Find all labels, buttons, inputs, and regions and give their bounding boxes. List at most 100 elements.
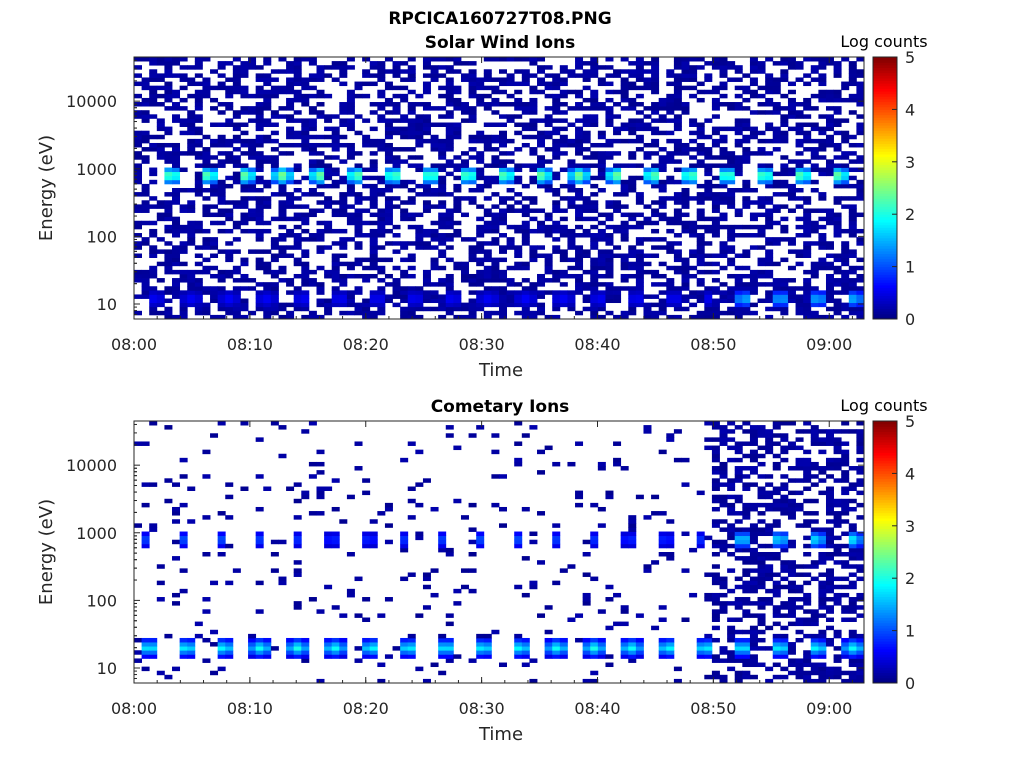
heatmap-cell	[141, 110, 150, 115]
heatmap-cell	[643, 425, 652, 430]
heatmap-cell	[438, 163, 447, 168]
heatmap-cell	[841, 584, 850, 590]
heatmap-cell	[841, 273, 850, 279]
heatmap-cell	[643, 429, 652, 434]
heatmap-cell	[757, 93, 766, 99]
heatmap-cell	[681, 85, 690, 91]
heatmap-cell	[499, 114, 507, 119]
heatmap-cell	[818, 93, 827, 99]
heatmap-cell	[232, 85, 241, 91]
heatmap-cell	[856, 564, 865, 569]
heatmap-cell	[567, 265, 576, 271]
heatmap-cell	[544, 175, 553, 181]
heatmap-cell	[156, 580, 165, 586]
heatmap-cell	[765, 445, 774, 451]
heatmap-cell	[460, 196, 469, 201]
heatmap-cell	[278, 233, 287, 238]
heatmap-cell	[286, 118, 295, 123]
heatmap-cell	[780, 474, 789, 479]
heatmap-cell	[499, 179, 507, 185]
heatmap-cell	[848, 670, 857, 676]
heatmap-cell	[651, 171, 660, 177]
heatmap-cell	[719, 73, 728, 78]
heatmap-cell	[734, 282, 743, 287]
heatmap-cell	[727, 224, 736, 230]
heatmap-cell	[666, 241, 675, 246]
heatmap-cell	[308, 122, 317, 127]
heatmap-cell	[232, 65, 241, 70]
heatmap-cell	[362, 637, 371, 643]
heatmap-cell	[293, 245, 302, 250]
heatmap-cell	[635, 494, 644, 500]
heatmap-cell	[316, 678, 325, 684]
heatmap-cell	[833, 122, 842, 127]
heatmap-cell	[848, 552, 857, 557]
heatmap-cell	[704, 314, 713, 320]
heatmap-cell	[217, 290, 226, 295]
heatmap-cell	[194, 286, 203, 291]
heatmap-cell	[818, 257, 827, 263]
heatmap-cell	[308, 278, 317, 283]
heatmap-cell	[825, 278, 834, 283]
heatmap-cell	[582, 539, 591, 545]
heatmap-cell	[818, 597, 827, 602]
heatmap-cell	[369, 539, 378, 545]
heatmap-cell	[384, 130, 393, 136]
heatmap-cell	[567, 106, 576, 111]
heatmap-cell	[460, 584, 469, 590]
heatmap-cell	[780, 306, 789, 312]
heatmap-cell	[727, 478, 736, 483]
heatmap-cell	[620, 77, 629, 82]
heatmap-cell	[331, 114, 340, 119]
heatmap-cell	[666, 159, 675, 164]
heatmap-cell	[377, 179, 386, 185]
heatmap-cell	[689, 224, 698, 230]
heatmap-cell	[179, 642, 188, 647]
heatmap-cell	[476, 188, 485, 193]
heatmap-cell	[780, 224, 789, 230]
heatmap-cell	[856, 646, 865, 651]
heatmap-cell	[293, 498, 302, 504]
colorbar-segment	[873, 224, 897, 228]
heatmap-cell	[734, 77, 743, 82]
heatmap-cell	[841, 654, 850, 659]
heatmap-cell	[643, 122, 652, 127]
heatmap-cell	[156, 564, 165, 569]
heatmap-cell	[255, 93, 264, 99]
heatmap-cell	[134, 241, 142, 246]
heatmap-cell	[673, 151, 682, 156]
heatmap-cell	[324, 175, 333, 181]
heatmap-cell	[734, 290, 743, 295]
heatmap-cell	[141, 138, 150, 144]
heatmap-cell	[818, 126, 827, 132]
heatmap-cell	[400, 208, 409, 213]
heatmap-cell	[514, 81, 523, 87]
heatmap-cell	[696, 535, 705, 541]
heatmap-cell	[217, 192, 226, 197]
heatmap-cell	[711, 597, 720, 602]
heatmap-cell	[217, 314, 226, 320]
heatmap-cell	[407, 637, 416, 643]
heatmap-cell	[240, 106, 249, 111]
heatmap-cell	[742, 597, 751, 602]
heatmap-cell	[331, 126, 340, 132]
heatmap-cell	[278, 89, 287, 95]
heatmap-cell	[765, 102, 774, 107]
heatmap-cell	[172, 167, 181, 173]
heatmap-cell	[483, 93, 492, 99]
heatmap-cell	[134, 65, 142, 70]
heatmap-cell	[339, 204, 348, 209]
heatmap-cell	[521, 208, 530, 213]
heatmap-cell	[590, 89, 599, 95]
heatmap-cell	[780, 506, 789, 512]
heatmap-cell	[369, 253, 378, 258]
heatmap-cell	[156, 85, 165, 91]
heatmap-cell	[749, 506, 758, 512]
heatmap-cell	[331, 77, 340, 82]
heatmap-cell	[179, 273, 188, 279]
heatmap-cell	[803, 220, 812, 226]
heatmap-cell	[696, 200, 705, 205]
heatmap-cell	[666, 69, 675, 74]
heatmap-cell	[628, 118, 637, 123]
heatmap-cell	[499, 269, 507, 275]
